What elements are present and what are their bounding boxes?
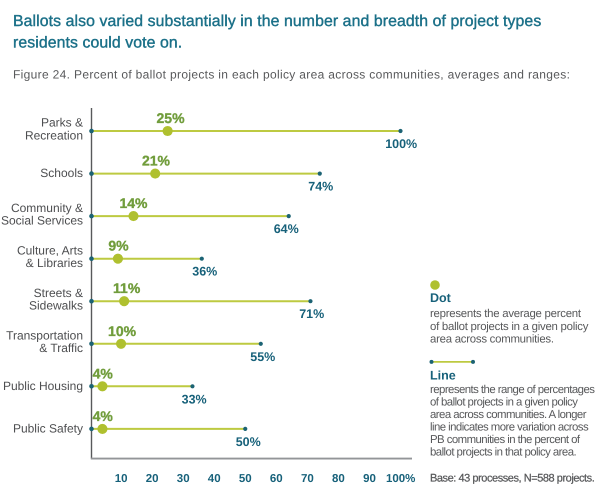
svg-text:of ballot projects in a given: of ballot projects in a given policy: [430, 321, 589, 333]
svg-text:80: 80: [332, 473, 345, 485]
svg-text:Schools: Schools: [40, 166, 83, 180]
svg-text:20: 20: [146, 473, 159, 485]
svg-text:70: 70: [301, 473, 314, 485]
svg-text:PB communities in the percent: PB communities in the percent of: [430, 434, 581, 446]
svg-text:ballot projects in that policy: ballot projects in that policy area.: [430, 447, 576, 459]
svg-text:Figure 24. Percent of ballot p: Figure 24. Percent of ballot projects in…: [13, 67, 570, 81]
svg-text:25%: 25%: [157, 110, 186, 126]
svg-text:Parks &: Parks &: [41, 116, 83, 130]
svg-text:Line: Line: [430, 369, 456, 383]
svg-text:71%: 71%: [299, 307, 324, 321]
svg-text:of ballot projects in a given: of ballot projects in a given policy: [430, 397, 578, 409]
svg-text:Public Housing: Public Housing: [3, 379, 83, 393]
svg-text:10%: 10%: [108, 323, 137, 339]
svg-text:50%: 50%: [236, 435, 261, 449]
svg-text:74%: 74%: [308, 180, 333, 194]
svg-text:100%: 100%: [385, 137, 417, 151]
svg-text:represents the average percent: represents the average percent: [430, 308, 582, 320]
svg-text:90: 90: [363, 473, 376, 485]
svg-text:21%: 21%: [142, 153, 171, 169]
svg-text:Culture, Arts: Culture, Arts: [17, 243, 83, 257]
svg-text:33%: 33%: [182, 392, 207, 406]
svg-text:Community &: Community &: [11, 201, 83, 215]
svg-text:4%: 4%: [93, 408, 114, 424]
svg-text:4%: 4%: [93, 365, 114, 381]
svg-text:Transportation: Transportation: [6, 329, 83, 343]
svg-text:& Libraries: & Libraries: [26, 256, 83, 270]
svg-text:40: 40: [208, 473, 221, 485]
svg-text:Social Services: Social Services: [1, 214, 83, 228]
svg-text:represents the range of percen: represents the range of percentages: [430, 384, 595, 396]
svg-text:Recreation: Recreation: [25, 128, 83, 142]
svg-text:area across communities.: area across communities.: [430, 333, 554, 345]
svg-text:100%: 100%: [386, 473, 415, 485]
svg-text:11%: 11%: [113, 280, 141, 296]
svg-text:50: 50: [239, 473, 252, 485]
svg-text:residents could vote on.: residents could vote on.: [13, 35, 182, 52]
svg-text:& Traffic: & Traffic: [39, 341, 83, 355]
svg-text:60: 60: [270, 473, 283, 485]
svg-text:line indicates more variation: line indicates more variation across: [430, 422, 589, 434]
svg-text:30: 30: [177, 473, 190, 485]
svg-text:14%: 14%: [119, 195, 148, 211]
svg-text:Base: 43 processes, N=588 proj: Base: 43 processes, N=588 projects.: [430, 473, 595, 485]
svg-text:area across communities. A lon: area across communities. A longer: [430, 409, 587, 421]
svg-text:55%: 55%: [250, 350, 275, 364]
svg-text:Streets &: Streets &: [34, 286, 83, 300]
svg-text:Public Safety: Public Safety: [13, 422, 83, 436]
svg-text:64%: 64%: [274, 222, 299, 236]
svg-text:Sidewalks: Sidewalks: [29, 299, 83, 313]
svg-text:Ballots also varied substantia: Ballots also varied substantially in the…: [13, 13, 541, 30]
svg-text:Dot: Dot: [430, 291, 452, 305]
svg-text:10: 10: [115, 473, 128, 485]
svg-text:9%: 9%: [108, 238, 129, 254]
svg-text:36%: 36%: [192, 265, 217, 279]
